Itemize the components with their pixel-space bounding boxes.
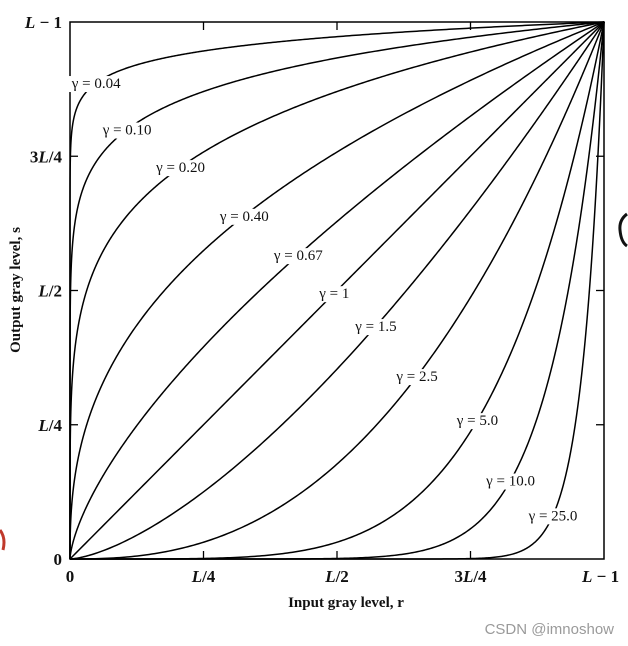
curve-label-background	[525, 508, 580, 525]
x-tick-label: 3L/4	[454, 567, 487, 586]
edge-fragment-right	[618, 212, 628, 248]
curve-label-background	[153, 160, 207, 177]
curve-gamma-1	[69, 21, 605, 560]
curve-gamma-2_5	[70, 21, 605, 560]
x-tick-label: 0	[66, 567, 75, 586]
curve-label: γ = 0.40	[219, 209, 269, 225]
curve-gamma-0_04	[69, 21, 605, 559]
ticks-group	[70, 22, 604, 559]
curve-label-background	[483, 473, 537, 490]
watermark-text: CSDN @imnoshow	[484, 621, 614, 638]
curve-gamma-5	[70, 21, 605, 560]
y-tick-label: L/2	[37, 282, 62, 301]
curve-label-background	[270, 248, 326, 265]
curve-label-background	[393, 369, 440, 386]
tick-labels-group: 0 L/4 L/2 3L/4 L − 1 0 L/4 L/2 3L/4 L − 1	[24, 13, 619, 586]
curve-gamma-1_5	[69, 21, 605, 560]
y-tick-label: L/4	[37, 416, 62, 435]
edge-fragment-left	[0, 529, 6, 551]
curve-gamma-0_67	[69, 21, 605, 559]
curve-labels-group: γ = 0.04 γ = 0.10 γ = 0.20 γ = 0.40 γ = 0.67…	[68, 76, 580, 525]
curve-label-background	[453, 413, 501, 430]
x-tick-label: L − 1	[581, 567, 619, 586]
curve-gamma-0_2	[69, 21, 605, 559]
curve-label: γ = 25.0	[528, 508, 578, 524]
x-tick-label: L/4	[191, 567, 216, 586]
curve-label: γ = 5.0	[456, 413, 498, 429]
y-tick-label: L − 1	[24, 13, 62, 32]
curve-label: γ = 0.20	[155, 160, 205, 176]
curve-label-background	[216, 208, 271, 225]
curve-label-background	[316, 286, 352, 303]
curve-label: γ = 0.04	[71, 76, 121, 92]
curve-label: γ = 2.5	[395, 369, 437, 385]
curve-gamma-0_4	[69, 21, 605, 559]
curve-label: γ = 1.5	[354, 319, 396, 335]
curve-label-background	[352, 319, 399, 336]
curve-label-background	[68, 76, 124, 93]
y-tick-label: 3L/4	[30, 147, 63, 166]
curve-label-background	[99, 122, 154, 139]
curve-label: γ = 0.67	[273, 248, 323, 264]
x-tick-label: L/2	[324, 567, 349, 586]
y-axis-title: Output gray level, s	[8, 227, 24, 353]
y-tick-label: 0	[54, 550, 63, 569]
curve-label: γ = 10.0	[485, 474, 535, 490]
curve-label: γ = 1	[318, 286, 349, 302]
curve-label: γ = 0.10	[102, 123, 152, 139]
x-axis-title: Input gray level, r	[288, 595, 404, 611]
